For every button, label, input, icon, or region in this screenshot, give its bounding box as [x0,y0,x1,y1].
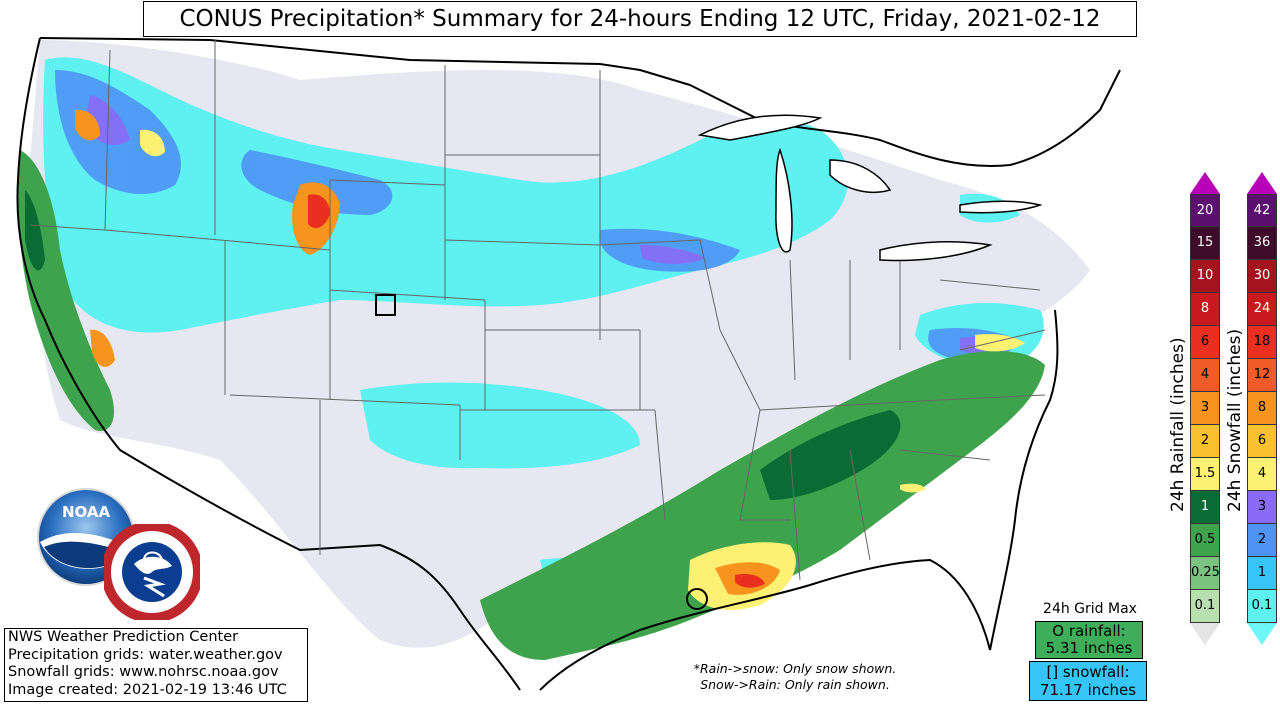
grid-max-title: 24h Grid Max [1043,601,1137,617]
grid-max-rainfall: O rainfall: 5.31 inches [1035,621,1143,659]
rainfall-legend-top-cap [1190,172,1220,194]
nws-logo [104,524,200,620]
snowfall-legend-cell: 0.1 [1247,590,1277,623]
rainfall-legend-cell: 6 [1190,326,1220,359]
grid-max-snowfall-label: [] snowfall: [1046,663,1130,681]
note-line-1: *Rain->snow: Only snow shown. [693,661,897,676]
credits-line-created: Image created: 2021-02-19 13:46 UTC [8,681,287,698]
snowfall-legend-cell: 8 [1247,392,1277,425]
rainfall-legend-cell: 0.25 [1190,557,1220,590]
grid-max-snowfall: [] snowfall: 71.17 inches [1029,661,1147,701]
rainfall-legend-cell: 0.1 [1190,590,1220,623]
snowfall-legend-label: 24h Snowfall (inches) [1225,328,1245,512]
svg-text:NOAA: NOAA [62,503,111,521]
snowfall-legend-cell: 2 [1247,524,1277,557]
snowfall-legend-bottom-cap [1247,623,1277,645]
rainfall-legend-cell: 20 [1190,194,1220,227]
snowfall-legend-top-cap [1247,172,1277,194]
rainfall-legend-cell: 8 [1190,293,1220,326]
rainfall-max-marker [686,588,708,610]
snowfall-legend-cell: 4 [1247,458,1277,491]
credits-line-wpc: NWS Weather Prediction Center [8,629,239,645]
rainfall-legend-bottom-cap [1190,623,1220,645]
rainfall-layer [18,150,1045,660]
state-lines [29,40,1046,581]
rainfall-legend-cell: 1.5 [1190,458,1220,491]
rainfall-legend: 20 15 10 8 6 4 3 2 1.5 1 0.5 0.25 0.1 [1190,172,1220,645]
snowfall-legend-cell: 36 [1247,227,1277,260]
rainfall-legend-cell: 0.5 [1190,524,1220,557]
snowfall-legend: 42 36 30 24 18 12 8 6 4 3 2 1 0.1 [1247,172,1277,645]
snowfall-legend-cell: 3 [1247,491,1277,524]
snowfall-legend-cell: 42 [1247,194,1277,227]
rainfall-legend-cell: 3 [1190,392,1220,425]
heavy-mountain-snow [75,109,340,367]
rainfall-legend-cell: 10 [1190,260,1220,293]
credits-line-precip-grids: Precipitation grids: water.weather.gov [8,646,283,663]
rainfall-legend-cell: 4 [1190,359,1220,392]
credits-line-snow-grids: Snowfall grids: www.nohrsc.noaa.gov [8,664,279,680]
snowfall-legend-cell: 1 [1247,557,1277,590]
grid-max-rainfall-value: 5.31 inches [1045,639,1133,657]
national-borders [16,37,1121,691]
rainfall-legend-cell: 15 [1190,227,1220,260]
credits-box: NWS Weather Prediction Center Precipitat… [4,628,308,702]
snowfall-legend-cell: 12 [1247,359,1277,392]
snowfall-legend-cell: 18 [1247,326,1277,359]
rainfall-legend-label: 24h Rainfall (inches) [1168,337,1188,512]
page-title: CONUS Precipitation* Summary for 24-hour… [143,1,1137,37]
note-line-2: Snow->Rain: Only rain shown. [700,677,890,692]
rain-snow-note: *Rain->snow: Only snow shown. Snow->Rain… [660,661,930,693]
snowfall-legend-cell: 6 [1247,425,1277,458]
grid-max-snowfall-value: 71.17 inches [1039,681,1137,699]
snowfall-legend-cell: 30 [1247,260,1277,293]
grid-max-rainfall-label: O rainfall: [1052,622,1126,640]
great-lakes [697,114,1043,262]
snowfall-max-marker [375,294,396,316]
snowfall-legend-cell: 24 [1247,293,1277,326]
rainfall-legend-cell: 1 [1190,491,1220,524]
rainfall-legend-cell: 2 [1190,425,1220,458]
